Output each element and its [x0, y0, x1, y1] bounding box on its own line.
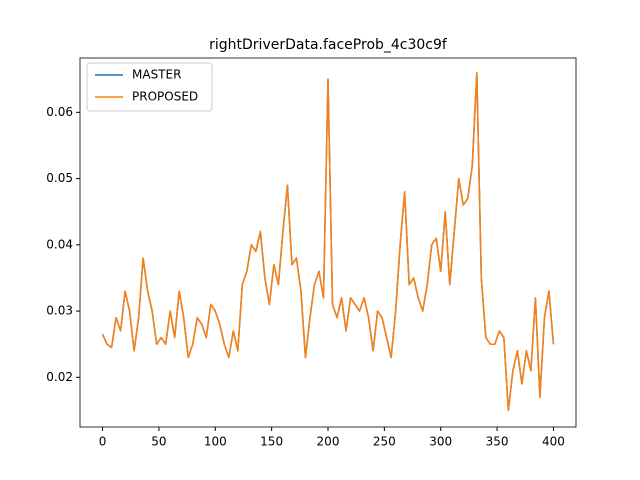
data-line [101, 71, 555, 412]
x-tick-label: 50 [151, 435, 166, 449]
y-tick-label: 0.04 [46, 237, 73, 251]
y-tick-label: 0.05 [46, 171, 73, 185]
legend-label: PROPOSED [132, 90, 198, 104]
x-tick-label: 200 [317, 435, 340, 449]
x-tick-label: 0 [99, 435, 107, 449]
x-tick-label: 300 [429, 435, 452, 449]
x-tick-label: 400 [542, 435, 565, 449]
x-tick-label: 150 [260, 435, 283, 449]
x-tick-label: 100 [204, 435, 227, 449]
axes-frame [79, 57, 577, 428]
data-line [101, 71, 555, 412]
x-tick-label: 250 [373, 435, 396, 449]
y-tick-label: 0.06 [46, 105, 73, 119]
chart-title: rightDriverData.faceProb_4c30c9f [209, 37, 448, 53]
y-tick-label: 0.03 [46, 304, 73, 318]
y-tick-label: 0.02 [46, 370, 73, 384]
x-tick-label: 350 [486, 435, 509, 449]
legend-label: MASTER [132, 68, 181, 82]
